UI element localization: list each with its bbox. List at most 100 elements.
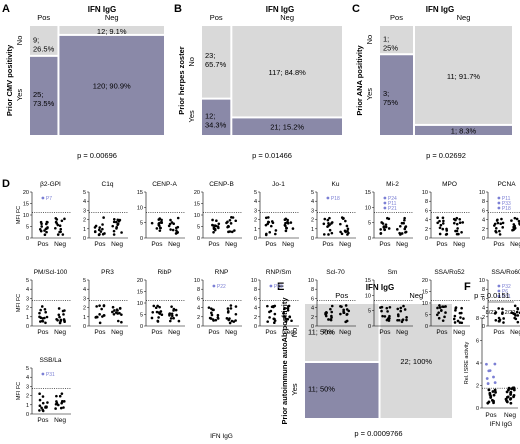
data-point <box>510 311 514 314</box>
y-tick-label: 4 <box>311 306 314 312</box>
y-tick-label: 5 <box>83 190 86 196</box>
data-point <box>97 228 101 232</box>
data-point <box>505 399 508 402</box>
data-point <box>118 307 122 310</box>
data-point <box>234 305 238 308</box>
dotplot-title: Mi-2 <box>386 181 399 188</box>
data-point <box>175 313 178 317</box>
dotplot-jo-1 <box>258 191 299 239</box>
data-point <box>403 218 406 222</box>
highlight-point <box>326 196 330 200</box>
data-point <box>94 316 98 319</box>
data-point <box>396 228 399 231</box>
data-point <box>515 217 519 221</box>
y-tick-label: 0 <box>311 236 314 242</box>
dotplot-title: CENP-A <box>152 181 177 188</box>
data-point <box>346 229 349 233</box>
data-point <box>157 316 160 319</box>
data-point <box>98 226 102 229</box>
dotplot-pcna <box>486 191 520 239</box>
data-point <box>327 233 330 236</box>
data-point <box>41 319 45 323</box>
data-point <box>38 311 41 315</box>
data-point <box>328 216 331 220</box>
data-point <box>512 228 515 232</box>
data-point <box>499 222 503 226</box>
data-point <box>270 305 274 309</box>
cell-pos-yes <box>305 363 379 418</box>
highlight-point <box>41 196 45 200</box>
data-point <box>158 305 161 309</box>
x-category-neg: Neg <box>510 329 520 336</box>
data-point <box>492 375 495 379</box>
data-point <box>460 321 464 325</box>
data-point <box>445 229 449 232</box>
data-point <box>39 316 43 320</box>
data-point <box>329 307 332 311</box>
data-point <box>284 317 287 320</box>
data-point <box>326 218 330 222</box>
data-point <box>516 307 520 311</box>
data-point <box>101 232 105 236</box>
data-point <box>344 219 347 223</box>
y-tick-label: 6 <box>476 339 479 345</box>
data-point <box>401 318 404 322</box>
cell-label-neg-no: 22; 100% <box>400 357 432 366</box>
mosaic-title: IFN IgG <box>366 283 394 292</box>
cell-neg-yes <box>232 118 342 135</box>
y-tick-label: 3 <box>254 208 257 214</box>
data-point <box>217 222 221 226</box>
count-neg: 2/22 <box>505 310 516 316</box>
x-category-neg: Neg <box>168 241 180 248</box>
dotplot-ribp <box>144 279 185 327</box>
data-point <box>227 230 230 234</box>
data-point <box>397 314 400 318</box>
data-point <box>228 317 231 320</box>
data-point <box>268 230 272 234</box>
data-point <box>120 313 123 316</box>
x-category-neg: Neg <box>504 412 516 419</box>
data-point <box>228 321 232 325</box>
data-point <box>112 229 116 233</box>
y-tick-label: 10 <box>194 278 200 284</box>
x-category-neg: Neg <box>282 329 294 336</box>
x-category-pos: Pos <box>208 241 220 248</box>
y-tick-label: 0 <box>140 324 143 330</box>
x-category-pos: Pos <box>322 241 334 248</box>
dotplot-ssb-la <box>30 367 71 415</box>
data-point <box>101 315 104 318</box>
row-axis-title: Prior CMV positivity <box>5 44 14 116</box>
y-tick-label: 2 <box>482 315 485 321</box>
callout-label: P31 <box>46 372 55 378</box>
data-point <box>95 305 98 308</box>
data-point <box>495 219 499 222</box>
row-label-yes: Yes <box>290 383 299 395</box>
data-point <box>60 401 63 405</box>
data-point <box>169 228 172 231</box>
data-point <box>489 396 493 399</box>
data-point <box>283 307 286 311</box>
panel-letter: C <box>352 3 360 15</box>
y-tick-label: 0 <box>425 324 428 330</box>
y-tick-label: 0 <box>140 236 143 242</box>
y-tick-label: 10 <box>251 278 257 284</box>
cell-label-pos-yes: 25; 73.5% <box>33 90 55 108</box>
data-point <box>436 221 439 225</box>
data-point <box>228 218 232 222</box>
callout-label: P18 <box>331 196 340 202</box>
highlight-point <box>383 206 387 210</box>
data-point <box>211 223 215 227</box>
x-category-pos: Pos <box>151 241 163 248</box>
cell-label-pos-yes: 11; 50% <box>308 385 335 394</box>
y-tick-label: 8 <box>197 287 200 293</box>
data-point <box>55 317 58 321</box>
data-point <box>40 406 43 410</box>
cell-label-neg-no: 12; 9.1% <box>97 27 127 36</box>
data-point <box>405 316 408 319</box>
data-point <box>210 311 213 315</box>
data-point <box>154 306 158 310</box>
y-tick-label: 5 <box>26 278 29 284</box>
data-point <box>513 316 516 320</box>
data-point <box>486 401 490 405</box>
data-point <box>381 222 385 225</box>
